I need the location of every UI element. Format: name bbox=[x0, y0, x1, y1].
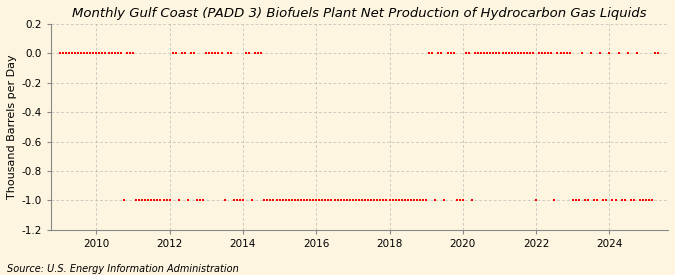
Text: Source: U.S. Energy Information Administration: Source: U.S. Energy Information Administ… bbox=[7, 264, 238, 274]
Y-axis label: Thousand Barrels per Day: Thousand Barrels per Day bbox=[7, 54, 17, 199]
Title: Monthly Gulf Coast (PADD 3) Biofuels Plant Net Production of Hydrocarbon Gas Liq: Monthly Gulf Coast (PADD 3) Biofuels Pla… bbox=[72, 7, 647, 20]
